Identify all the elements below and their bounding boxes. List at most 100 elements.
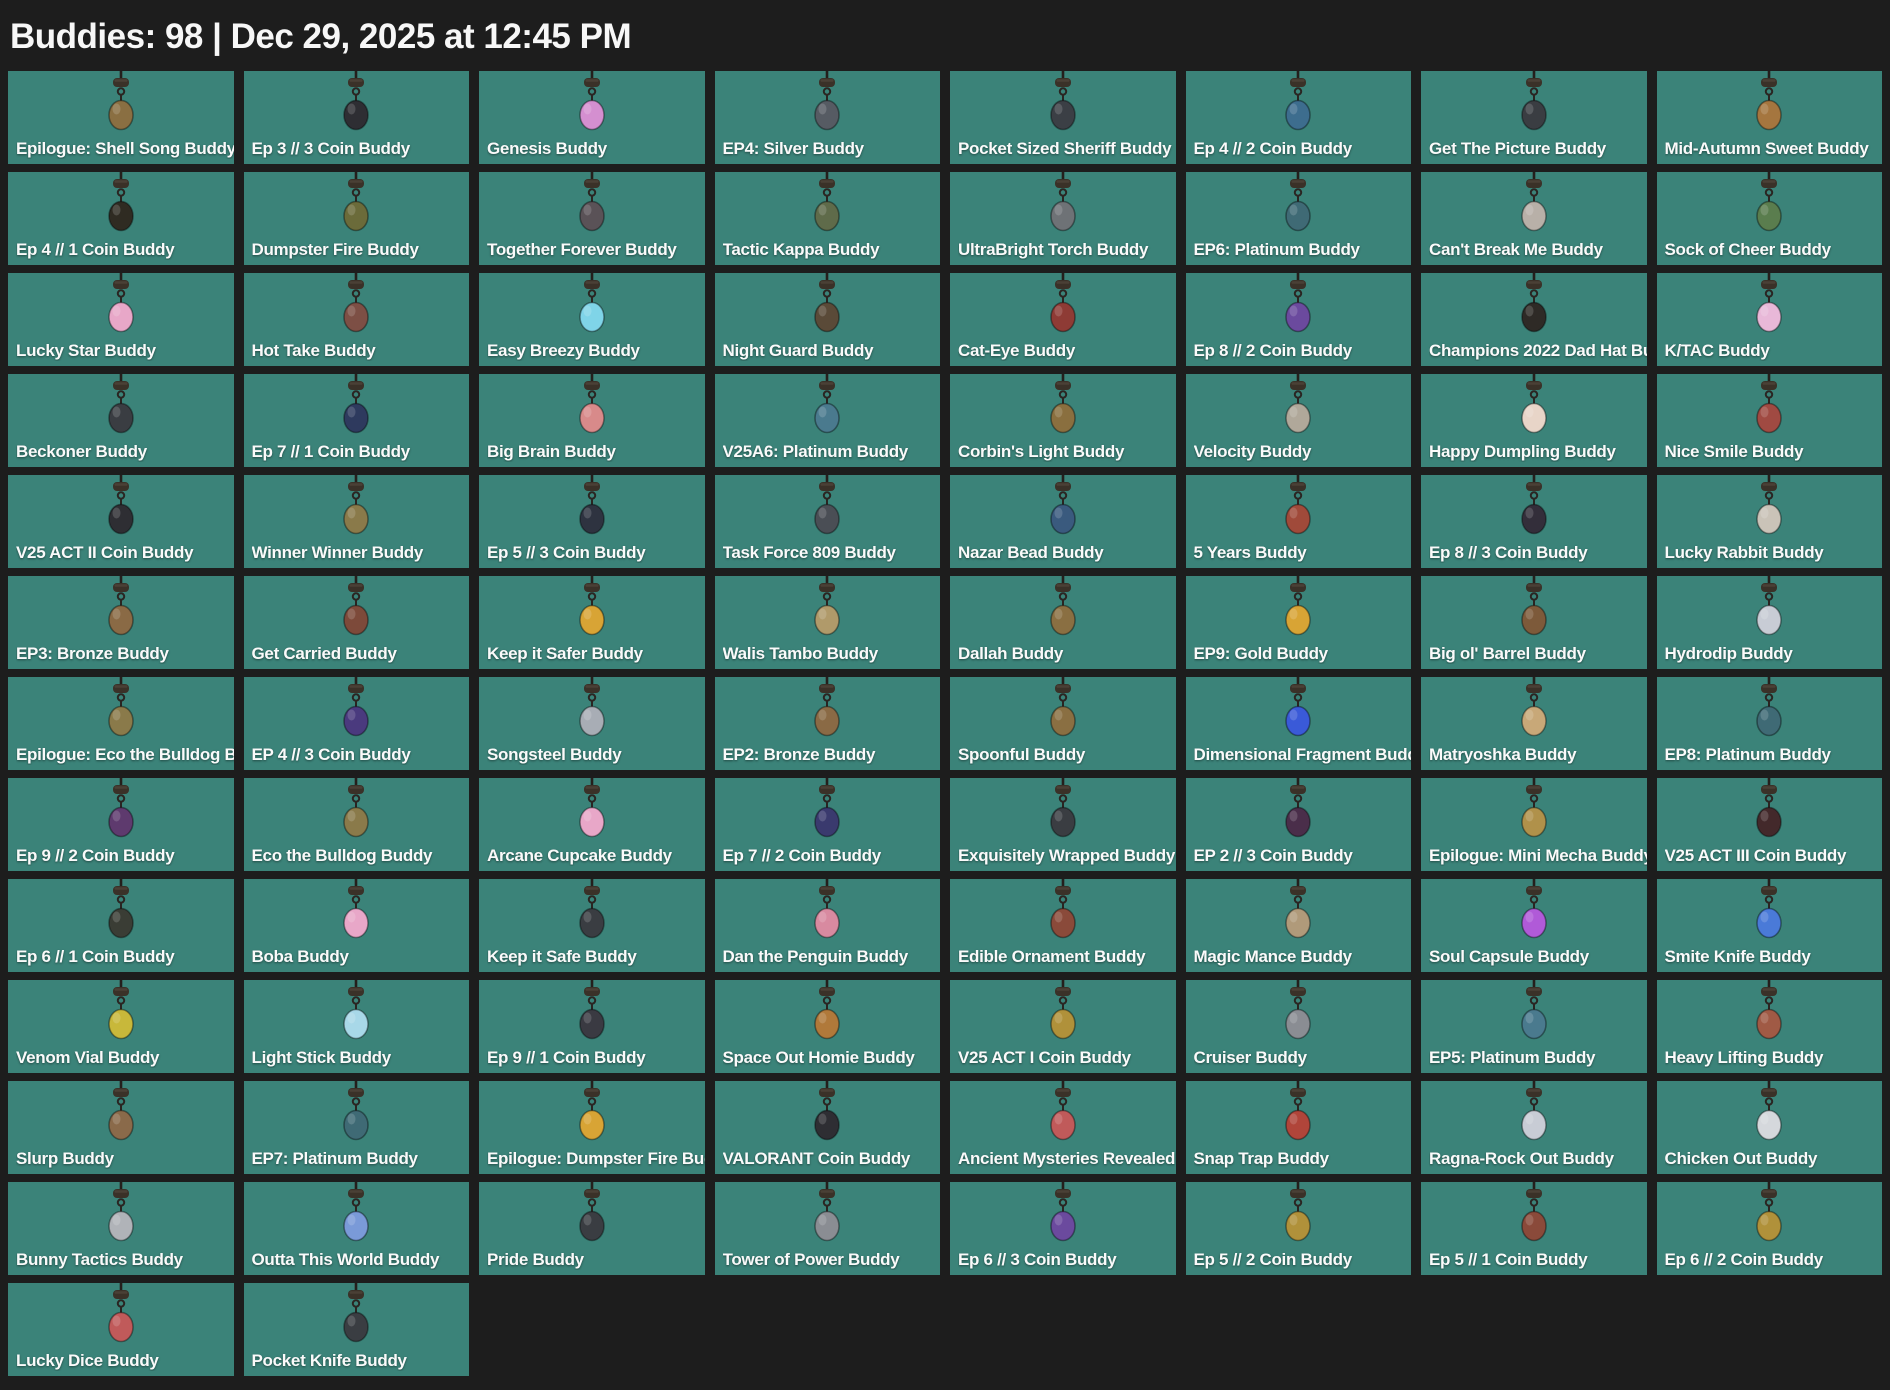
buddy-card[interactable]: Spoonful Buddy <box>950 676 1176 770</box>
buddy-card[interactable]: Ep 4 // 1 Coin Buddy <box>8 171 234 265</box>
buddy-card[interactable]: Heavy Lifting Buddy <box>1656 979 1882 1073</box>
buddy-card[interactable]: EP3: Bronze Buddy <box>8 575 234 669</box>
buddy-card[interactable]: Magic Mance Buddy <box>1185 878 1411 972</box>
buddy-card[interactable]: Hydrodip Buddy <box>1656 575 1882 669</box>
buddy-card[interactable]: EP7: Platinum Buddy <box>243 1080 469 1174</box>
buddy-card[interactable]: Pocket Knife Buddy <box>243 1282 469 1376</box>
buddy-card[interactable]: Ep 8 // 2 Coin Buddy <box>1185 272 1411 366</box>
buddy-card[interactable]: Beckoner Buddy <box>8 373 234 467</box>
charm-clasp-highlight <box>1762 785 1776 789</box>
buddy-card[interactable]: Easy Breezy Buddy <box>479 272 705 366</box>
buddy-card[interactable]: Lucky Star Buddy <box>8 272 234 366</box>
buddy-card[interactable]: Nazar Bead Buddy <box>950 474 1176 568</box>
buddy-card[interactable]: Soul Capsule Buddy <box>1421 878 1647 972</box>
buddy-card[interactable]: Epilogue: Eco the Bulldog Buddy <box>8 676 234 770</box>
buddy-card[interactable]: Ep 6 // 2 Coin Buddy <box>1656 1181 1882 1275</box>
buddy-card[interactable]: Light Stick Buddy <box>243 979 469 1073</box>
buddy-card[interactable]: V25 ACT II Coin Buddy <box>8 474 234 568</box>
buddy-card[interactable]: Big ol' Barrel Buddy <box>1421 575 1647 669</box>
buddy-card[interactable]: Ep 3 // 3 Coin Buddy <box>243 70 469 164</box>
buddy-card[interactable]: Dimensional Fragment Buddy <box>1185 676 1411 770</box>
buddy-card[interactable]: V25A6: Platinum Buddy <box>714 373 940 467</box>
buddy-card[interactable]: Smite Knife Buddy <box>1656 878 1882 972</box>
buddy-card[interactable]: V25 ACT III Coin Buddy <box>1656 777 1882 871</box>
buddy-card[interactable]: Winner Winner Buddy <box>243 474 469 568</box>
buddy-card[interactable]: Epilogue: Shell Song Buddy <box>8 70 234 164</box>
buddy-card[interactable]: Tower of Power Buddy <box>714 1181 940 1275</box>
buddy-card[interactable]: Ep 9 // 2 Coin Buddy <box>8 777 234 871</box>
buddy-card[interactable]: Pocket Sized Sheriff Buddy <box>950 70 1176 164</box>
buddy-card[interactable]: Ep 4 // 2 Coin Buddy <box>1185 70 1411 164</box>
buddy-card[interactable]: Champions 2022 Dad Hat Buddy <box>1421 272 1647 366</box>
buddy-card[interactable]: Lucky Rabbit Buddy <box>1656 474 1882 568</box>
buddy-card[interactable]: Dan the Penguin Buddy <box>714 878 940 972</box>
buddy-charm-icon <box>814 979 841 1039</box>
buddy-card[interactable]: Ep 7 // 1 Coin Buddy <box>243 373 469 467</box>
buddy-card[interactable]: Eco the Bulldog Buddy <box>243 777 469 871</box>
buddy-card[interactable]: Can't Break Me Buddy <box>1421 171 1647 265</box>
buddy-card[interactable]: Ep 8 // 3 Coin Buddy <box>1421 474 1647 568</box>
buddy-card[interactable]: UltraBright Torch Buddy <box>950 171 1176 265</box>
buddy-card[interactable]: Night Guard Buddy <box>714 272 940 366</box>
buddy-card[interactable]: Exquisitely Wrapped Buddy <box>950 777 1176 871</box>
buddy-card[interactable]: Hot Take Buddy <box>243 272 469 366</box>
buddy-card[interactable]: EP4: Silver Buddy <box>714 70 940 164</box>
buddy-card[interactable]: Slurp Buddy <box>8 1080 234 1174</box>
buddy-card[interactable]: Ragna-Rock Out Buddy <box>1421 1080 1647 1174</box>
buddy-card[interactable]: Cat-Eye Buddy <box>950 272 1176 366</box>
buddy-card[interactable]: EP 4 // 3 Coin Buddy <box>243 676 469 770</box>
buddy-card[interactable]: Together Forever Buddy <box>479 171 705 265</box>
buddy-card[interactable]: Get Carried Buddy <box>243 575 469 669</box>
buddy-card[interactable]: Songsteel Buddy <box>479 676 705 770</box>
buddy-card[interactable]: Bunny Tactics Buddy <box>8 1181 234 1275</box>
buddy-card[interactable]: Ep 9 // 1 Coin Buddy <box>479 979 705 1073</box>
buddy-card[interactable]: Pride Buddy <box>479 1181 705 1275</box>
buddy-card[interactable]: Happy Dumpling Buddy <box>1421 373 1647 467</box>
buddy-card[interactable]: Walis Tambo Buddy <box>714 575 940 669</box>
buddy-card[interactable]: EP 2 // 3 Coin Buddy <box>1185 777 1411 871</box>
buddy-card[interactable]: Snap Trap Buddy <box>1185 1080 1411 1174</box>
buddy-card[interactable]: Genesis Buddy <box>479 70 705 164</box>
buddy-card[interactable]: Ep 7 // 2 Coin Buddy <box>714 777 940 871</box>
buddy-card[interactable]: EP8: Platinum Buddy <box>1656 676 1882 770</box>
buddy-card[interactable]: Ep 5 // 2 Coin Buddy <box>1185 1181 1411 1275</box>
buddy-card[interactable]: Lucky Dice Buddy <box>8 1282 234 1376</box>
buddy-card[interactable]: Ep 6 // 3 Coin Buddy <box>950 1181 1176 1275</box>
buddy-card[interactable]: Venom Vial Buddy <box>8 979 234 1073</box>
buddy-card[interactable]: K/TAC Buddy <box>1656 272 1882 366</box>
buddy-card[interactable]: EP5: Platinum Buddy <box>1421 979 1647 1073</box>
buddy-card[interactable]: Matryoshka Buddy <box>1421 676 1647 770</box>
buddy-card[interactable]: Epilogue: Dumpster Fire Buddy <box>479 1080 705 1174</box>
buddy-card[interactable]: Epilogue: Mini Mecha Buddy <box>1421 777 1647 871</box>
buddy-card[interactable]: Ep 5 // 3 Coin Buddy <box>479 474 705 568</box>
buddy-card[interactable]: Corbin's Light Buddy <box>950 373 1176 467</box>
buddy-card[interactable]: Get The Picture Buddy <box>1421 70 1647 164</box>
buddy-card[interactable]: Boba Buddy <box>243 878 469 972</box>
buddy-card[interactable]: Dumpster Fire Buddy <box>243 171 469 265</box>
buddy-card[interactable]: Dallah Buddy <box>950 575 1176 669</box>
buddy-card[interactable]: Keep it Safer Buddy <box>479 575 705 669</box>
buddy-card[interactable]: Task Force 809 Buddy <box>714 474 940 568</box>
buddy-card[interactable]: Sock of Cheer Buddy <box>1656 171 1882 265</box>
buddy-card[interactable]: Mid-Autumn Sweet Buddy <box>1656 70 1882 164</box>
buddy-card[interactable]: Tactic Kappa Buddy <box>714 171 940 265</box>
buddy-card[interactable]: Big Brain Buddy <box>479 373 705 467</box>
buddy-card[interactable]: Edible Ornament Buddy <box>950 878 1176 972</box>
buddy-card[interactable]: Ep 5 // 1 Coin Buddy <box>1421 1181 1647 1275</box>
buddy-card[interactable]: Chicken Out Buddy <box>1656 1080 1882 1174</box>
buddy-card[interactable]: Velocity Buddy <box>1185 373 1411 467</box>
buddy-card[interactable]: Keep it Safe Buddy <box>479 878 705 972</box>
buddy-card[interactable]: Ep 6 // 1 Coin Buddy <box>8 878 234 972</box>
buddy-card[interactable]: EP2: Bronze Buddy <box>714 676 940 770</box>
buddy-card[interactable]: Outta This World Buddy <box>243 1181 469 1275</box>
buddy-card[interactable]: Ancient Mysteries Revealed Buddy <box>950 1080 1176 1174</box>
buddy-card[interactable]: EP6: Platinum Buddy <box>1185 171 1411 265</box>
buddy-card[interactable]: 5 Years Buddy <box>1185 474 1411 568</box>
buddy-card[interactable]: VALORANT Coin Buddy <box>714 1080 940 1174</box>
buddy-card[interactable]: Cruiser Buddy <box>1185 979 1411 1073</box>
buddy-card[interactable]: Nice Smile Buddy <box>1656 373 1882 467</box>
buddy-card[interactable]: Space Out Homie Buddy <box>714 979 940 1073</box>
buddy-card[interactable]: EP9: Gold Buddy <box>1185 575 1411 669</box>
buddy-card[interactable]: Arcane Cupcake Buddy <box>479 777 705 871</box>
buddy-card[interactable]: V25 ACT I Coin Buddy <box>950 979 1176 1073</box>
